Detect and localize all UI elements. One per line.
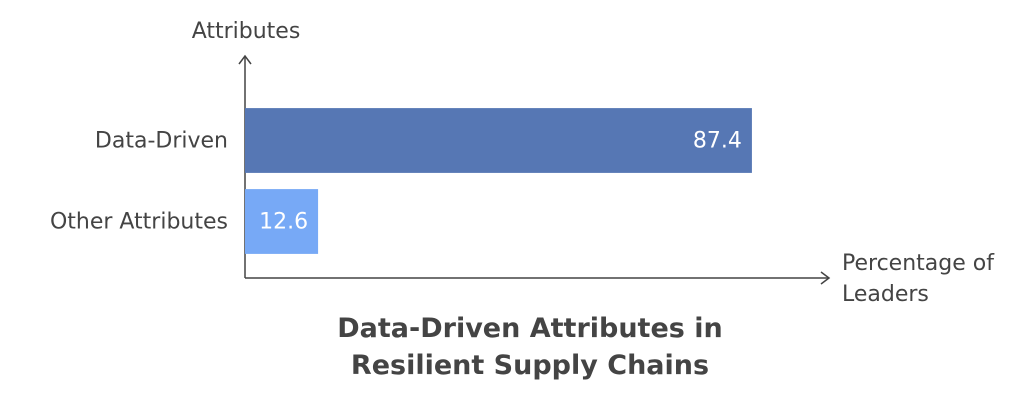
x-axis-arrow — [820, 271, 831, 285]
value-label: 87.4 — [693, 129, 742, 154]
chart-title: Data-Driven Attributes in Resilient Supp… — [337, 313, 723, 381]
y-tick-label: Other Attributes — [50, 210, 228, 235]
y-axis-arrow — [238, 54, 252, 65]
value-label: 12.6 — [259, 210, 308, 235]
y-tick-label: Data-Driven — [95, 129, 228, 154]
x-axis-label: Percentage of Leaders — [842, 251, 994, 307]
bar — [245, 108, 752, 173]
y-axis-label: Attributes — [192, 19, 301, 44]
bar — [245, 189, 319, 254]
